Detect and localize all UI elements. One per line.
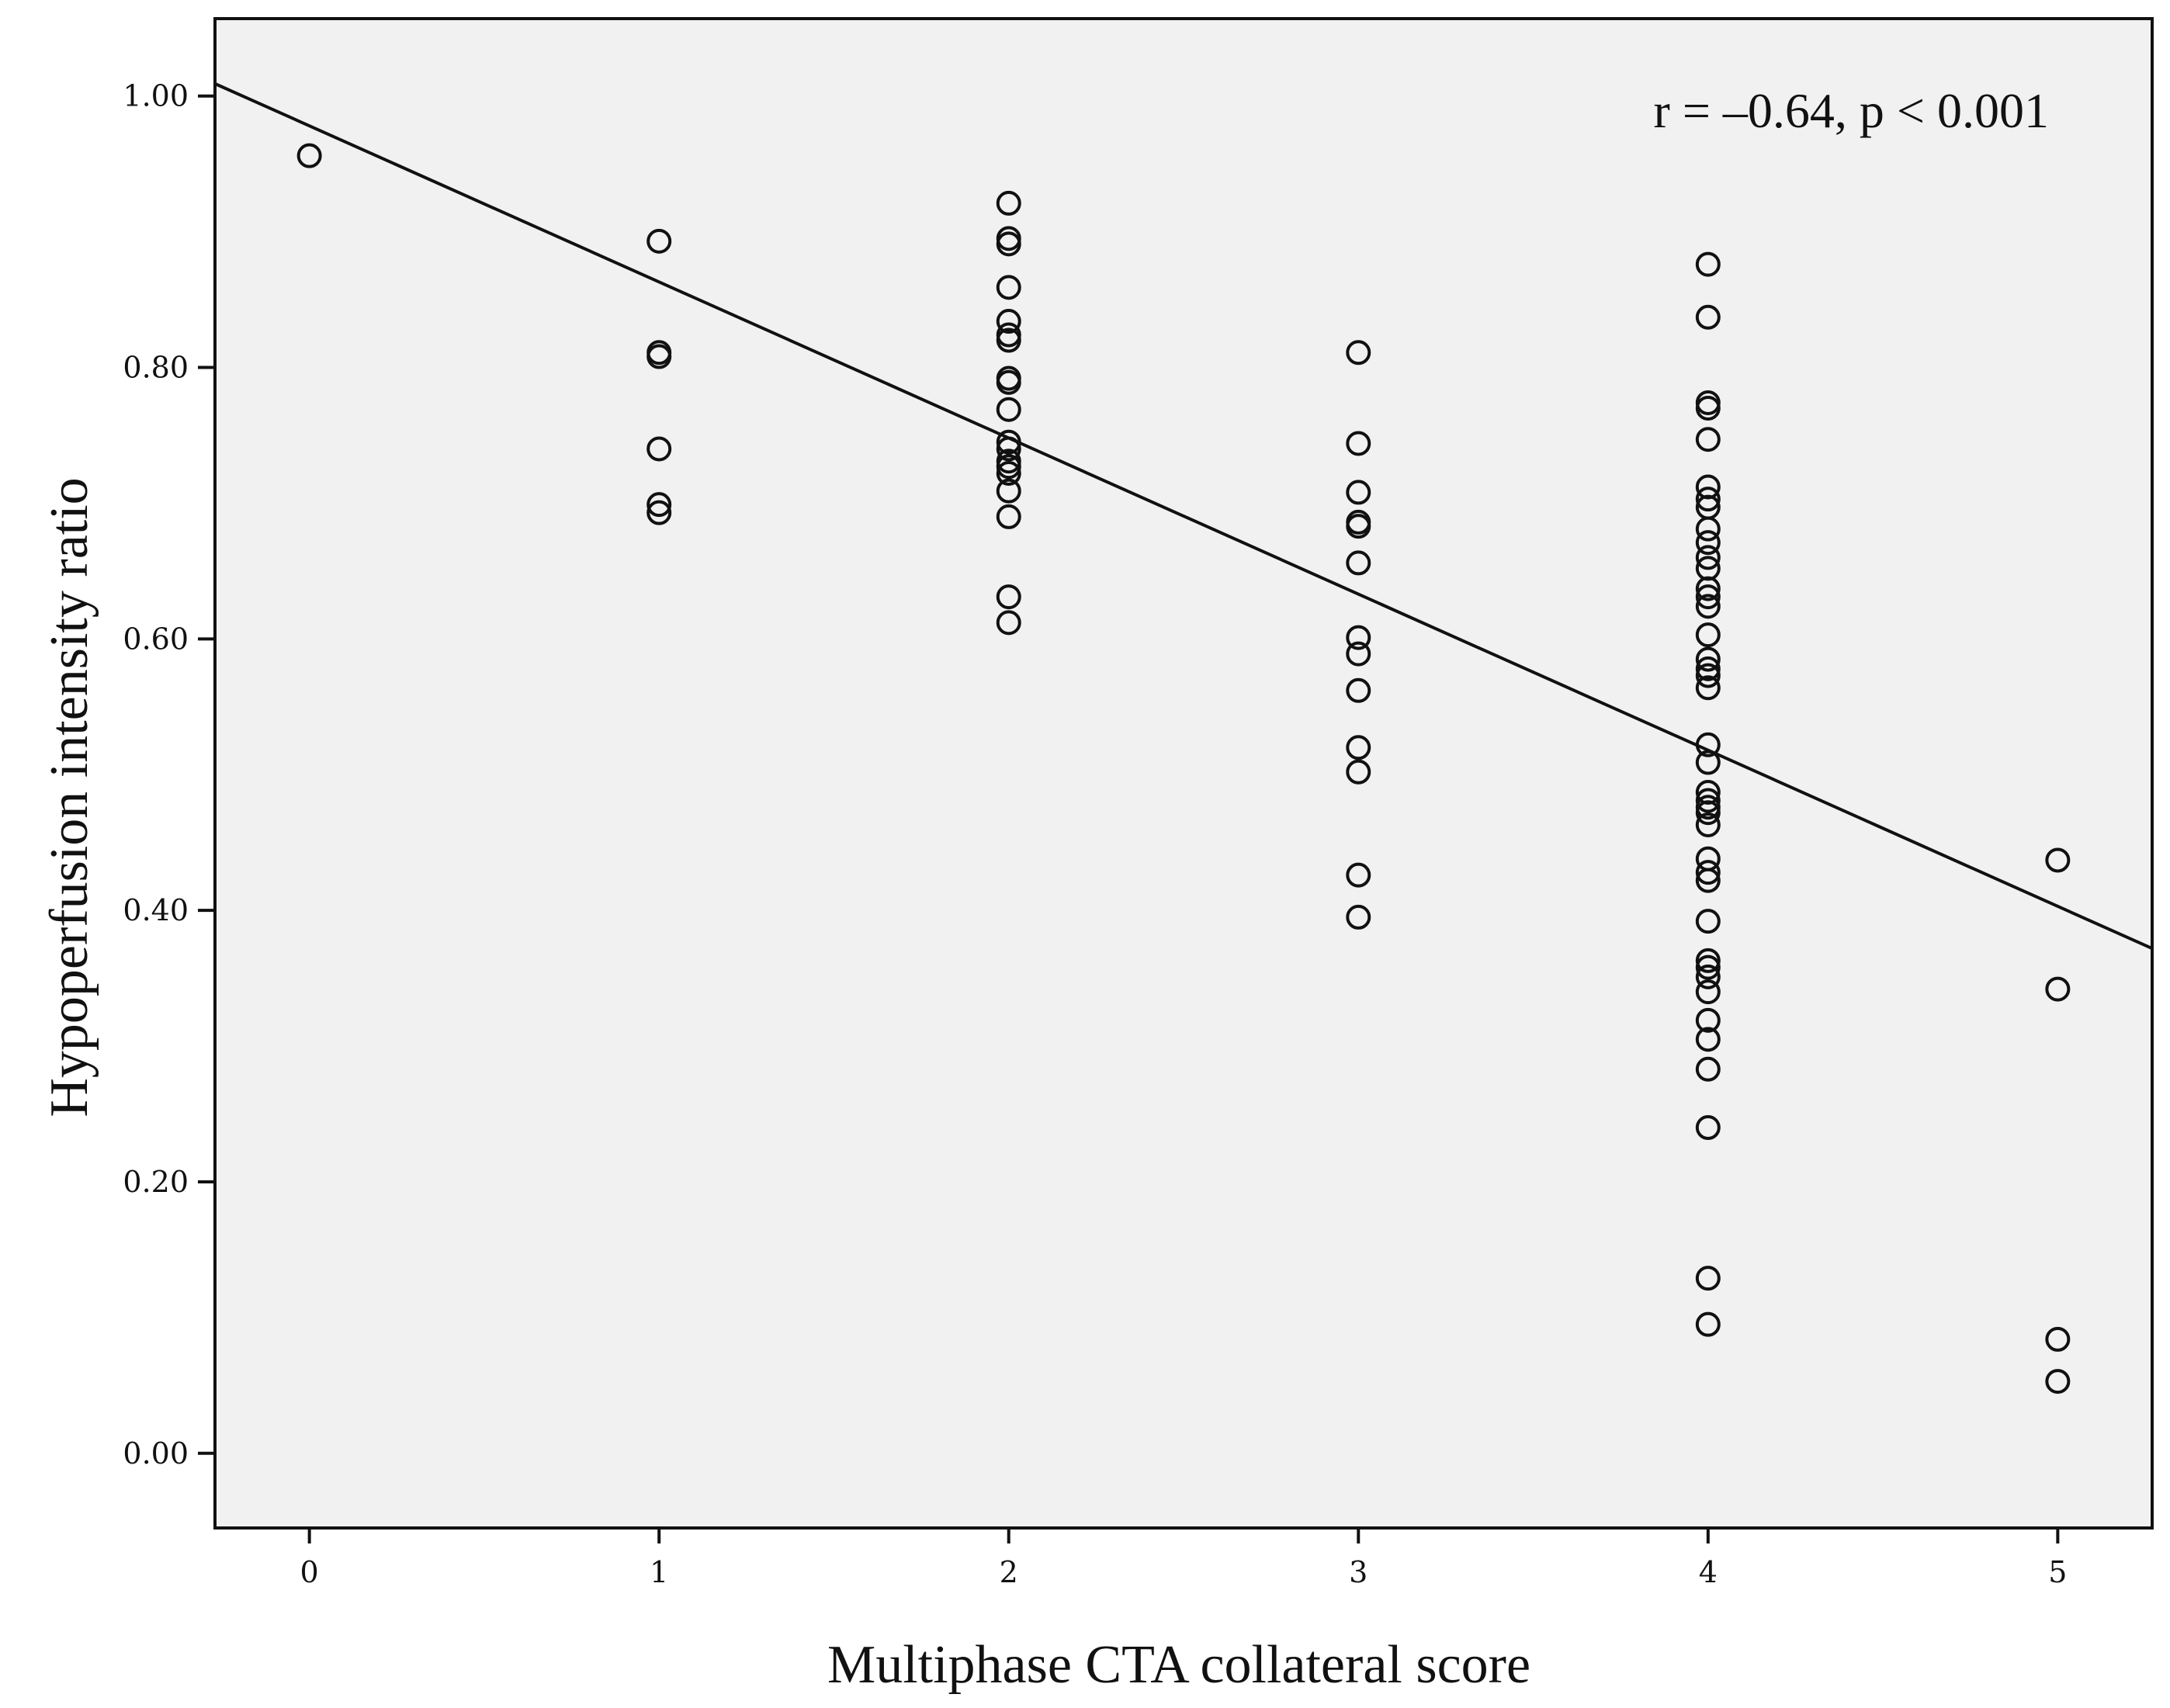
correlation-annotation: r = –0.64, p < 0.001 [1654,83,2050,138]
data-point [1695,1311,1721,1337]
x-tick-label: 5 [2048,1555,2067,1589]
data-point [1695,251,1721,277]
x-axis-title: Multiphase CTA collateral score [827,1635,1530,1695]
data-point [996,397,1021,422]
data-point [1695,1056,1721,1082]
x-tick-label: 0 [300,1555,319,1589]
data-point [1695,545,1721,570]
data-point [996,454,1021,480]
data-point [996,275,1021,300]
y-tick-label: 0.80 [123,351,189,385]
y-axis: 0.00 0.20 0.40 0.60 0.80 1.00 [123,79,215,1471]
data-point [2045,847,2071,873]
data-point [1695,576,1721,601]
y-tick-label: 1.00 [123,79,189,113]
y-axis-title: Hypoperfusion intensity ratio [40,477,99,1117]
data-point [296,143,322,168]
data-point [996,504,1021,529]
data-point [1695,395,1721,421]
data-point [996,460,1021,486]
data-point [1695,948,1721,973]
data-point [1695,788,1721,813]
y-tick-label: 0.40 [123,893,189,927]
data-point [2045,1369,2071,1394]
x-axis: 0 1 2 3 4 5 [300,1528,2067,1589]
data-point [1695,964,1721,989]
plot-area [215,19,2152,1528]
data-point [1695,427,1721,452]
data-point [1346,904,1371,930]
y-tick-label: 0.00 [123,1436,189,1471]
data-point [1695,1266,1721,1291]
regression-line [214,82,2153,951]
data-point [1346,862,1371,888]
data-point [1695,622,1721,648]
data-point [996,478,1021,504]
x-tick-label: 1 [650,1555,668,1589]
data-point [1346,735,1371,760]
plot-border [213,17,2154,1530]
data-point [1695,1027,1721,1052]
data-point [1695,909,1721,934]
data-point [1695,663,1721,688]
data-point [996,309,1021,334]
data-point [1346,514,1371,539]
data-point [1695,584,1721,610]
data-point [1346,759,1371,785]
data-point [1695,487,1721,512]
data-point [1346,550,1371,576]
y-tick-label: 0.20 [123,1165,189,1199]
data-point [2045,976,2071,1002]
data-point [1695,646,1721,672]
data-point [1695,675,1721,701]
data-point [1346,677,1371,703]
data-point [1695,800,1721,826]
data-point [1346,431,1371,456]
data-point [1695,860,1721,885]
x-tick-label: 4 [1699,1555,1718,1589]
data-point [1695,954,1721,980]
data-point [646,344,672,369]
data-point [646,492,672,518]
data-point [1695,1115,1721,1141]
data-point [996,327,1021,353]
data-point [1695,979,1721,1005]
data-point [1346,625,1371,650]
y-tick-label: 0.60 [123,622,189,656]
data-marks [296,143,2071,1394]
data-point [2045,1326,2071,1352]
data-point [1695,812,1721,837]
data-point [1346,340,1371,366]
data-point [1695,868,1721,893]
data-point [996,190,1021,216]
data-point [646,436,672,462]
data-point [646,500,672,525]
data-point [1695,594,1721,619]
data-point [1695,656,1721,681]
data-point [1695,530,1721,556]
data-point [996,369,1021,395]
data-point [1346,641,1371,667]
data-point [1695,516,1721,542]
x-tick-label: 2 [1000,1555,1018,1589]
data-point [996,610,1021,636]
data-point [996,584,1021,610]
data-point [996,231,1021,257]
data-point [1695,1007,1721,1033]
data-point [646,228,672,254]
data-point [1695,304,1721,330]
x-tick-label: 3 [1349,1555,1368,1589]
data-point [1346,480,1371,505]
